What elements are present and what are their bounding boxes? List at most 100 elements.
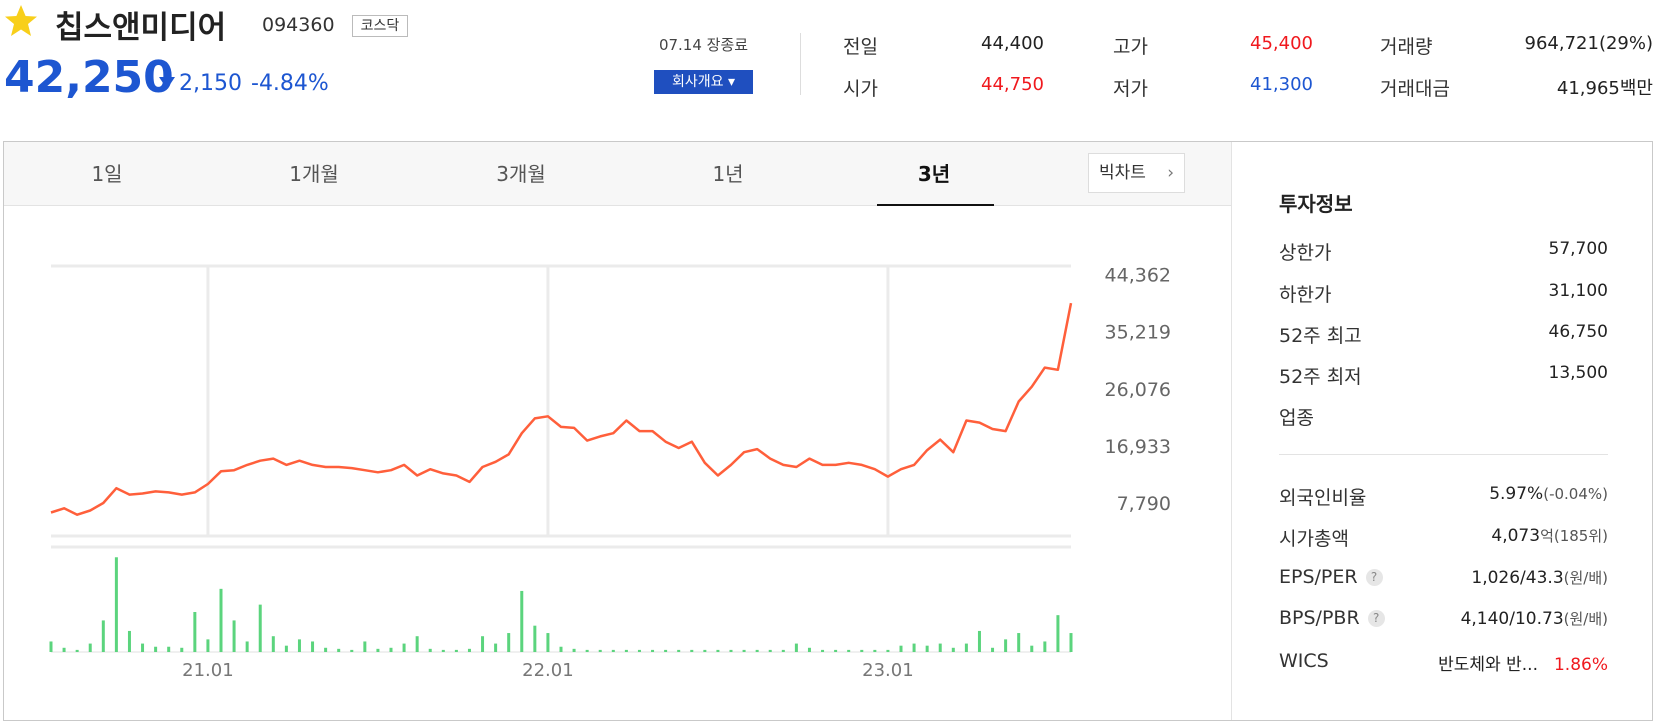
tab-bar [4,142,1231,206]
volume-bar [167,646,171,652]
volume-bar [49,641,53,652]
quote-value: 964,721(29%) [1525,33,1654,54]
volume-bar [258,604,262,652]
volume-bar [598,649,602,652]
volume-bar [637,649,641,652]
info-value: 46,750 [1548,322,1608,342]
volume-bar [991,647,995,652]
button-label: 회사개요 [671,74,724,90]
divider [1279,454,1608,455]
info-label: 52주 최저 [1279,366,1362,388]
volume-bar [860,649,864,652]
volume-bar [677,649,681,652]
quote-value: 44,750 [981,74,1044,95]
volume-bar [716,649,720,652]
volume-bar [284,645,288,652]
separator [1231,142,1232,720]
volume-bar [337,648,341,652]
volume-bar [964,643,968,652]
volume-bar [520,590,524,652]
company-button[interactable]: 회사개요 ▾ [654,70,753,94]
volume-bar [114,557,118,652]
volume-bar [180,647,184,652]
volume-bar [794,643,798,652]
volume-bar [821,649,825,652]
volume-bar [886,649,890,652]
tab-underline [877,204,994,206]
volume-bar [807,647,811,652]
date: 07.14 장종료 [658,36,749,54]
quote-label: 거래량 [1380,36,1433,58]
suffix: (원/배) [1563,610,1608,628]
y-tick-label: 16,933 [1105,436,1171,458]
x-tick-label: 21.01 [182,660,234,681]
volume-bar [271,636,275,652]
info-label: 52주 최고 [1279,325,1362,347]
volume-bar [245,641,249,652]
volume-bar [742,649,746,652]
volume-bar [559,646,563,652]
volume-bar [611,649,615,652]
volume-bar [402,643,406,652]
volume-bar [219,588,223,652]
volume-bar [951,647,955,652]
volume-bar [206,639,210,652]
volume-bar [127,630,131,652]
info-label: 하한가 [1279,284,1332,306]
value: 5.97% [1489,484,1544,504]
volume-bar [1056,615,1060,652]
volume-bar [1017,633,1021,652]
quote-label: 전일 [843,36,878,58]
quote-label: 고가 [1113,36,1148,58]
stock-code: 094360 [262,14,335,36]
volume-bar [141,643,145,652]
help-icon[interactable]: ? [1367,610,1385,627]
x-tick-label: 22.01 [522,660,574,681]
quote-label: 거래대금 [1380,78,1450,100]
volume-bar [847,649,851,652]
info-value: 5.97%(-0.04%) [1489,484,1608,504]
volume-bar [912,643,916,652]
volume-bar [311,641,315,652]
tab[interactable]: 1개월 [289,162,339,186]
volume-bar [494,643,498,652]
label: EPS/PER [1279,566,1358,588]
price-line [50,302,1073,516]
tab[interactable]: 1년 [712,162,744,186]
info-value: 13,500 [1548,363,1608,383]
info-label: EPS/PER? [1279,566,1383,588]
y-tick-label: 26,076 [1105,379,1171,401]
big-chart-button[interactable]: 빅차트 › [1088,153,1185,193]
favorite-star[interactable] [3,4,39,38]
help-icon[interactable]: ? [1365,569,1383,586]
suffix: 억(185위) [1540,527,1608,545]
volume-bar [389,647,393,652]
tab[interactable]: 1일 [91,162,123,186]
volume-bar [441,649,445,652]
volume-bar [467,648,471,652]
volume-bar [690,649,694,652]
suffix: 백만 [1619,78,1653,99]
value: 반도체와 반... [1438,655,1538,675]
info-label: 시가총액 [1279,528,1349,550]
tab[interactable]: 3개월 [496,162,546,186]
x-tick-label: 23.01 [862,660,914,681]
volume-bar [454,649,458,652]
volume-bar [1004,639,1008,652]
volume-bar [533,625,537,652]
info-value: 1,026/43.3(원/배) [1471,567,1608,588]
market-badge: 코스닥 [352,15,408,37]
quote-value: 41,300 [1250,74,1313,95]
change-rate: 1.86% [1553,655,1608,675]
suffix: (원/배) [1563,569,1608,587]
volume-bar [297,639,301,652]
suffix: (29%) [1598,33,1653,54]
volume-bar [1043,641,1047,652]
y-tick-label: 35,219 [1105,322,1171,344]
volume-bar [101,620,105,652]
suffix: (-0.04%) [1543,485,1608,503]
y-tick-label: 44,362 [1105,265,1171,287]
volume-bar [62,647,66,652]
tab-active[interactable]: 3년 [917,162,951,186]
